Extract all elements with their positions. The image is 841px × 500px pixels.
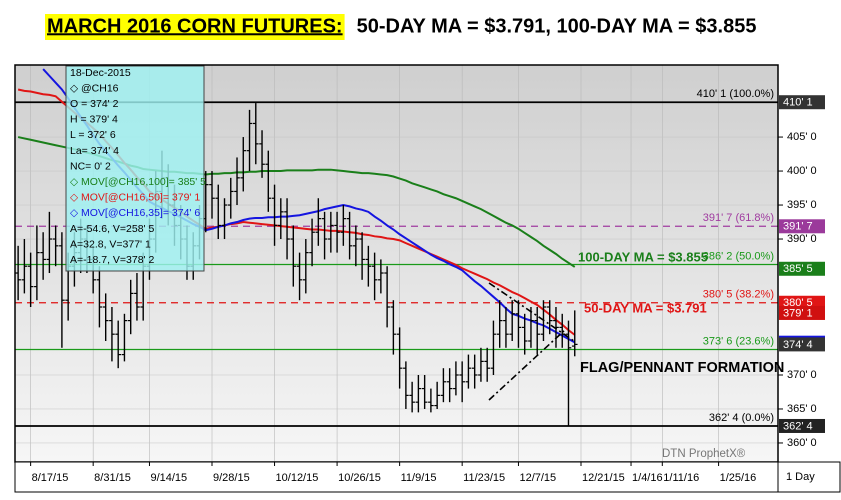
x-tick-label: 1/11/16 — [663, 472, 699, 484]
y-tick-label: 395' 0 — [787, 199, 817, 211]
x-tick-label: 10/12/15 — [276, 472, 319, 484]
level-label: 410' 1 (100.0%) — [697, 88, 774, 100]
info-line: 18-Dec-2015 — [70, 67, 131, 79]
info-line: H = 379' 4 — [70, 114, 118, 126]
level-label: 380' 5 (38.2%) — [703, 289, 774, 301]
x-tick-label: 11/9/15 — [401, 472, 437, 484]
price-marker — [779, 261, 825, 276]
info-line: A=32.8, V=377' 1 — [70, 238, 151, 250]
x-tick-label: 1/25/16 — [720, 472, 757, 484]
price-marker-label: 391' 7 — [783, 221, 813, 233]
y-tick-label: 370' 0 — [787, 369, 817, 381]
annotation: FLAG/PENNANT FORMATION — [580, 360, 784, 376]
interval-box — [777, 461, 841, 493]
info-line: ◇ MOV[@CH16,35]= 374' 6 — [70, 207, 200, 219]
y-tick-label: 360' 0 — [787, 437, 817, 449]
price-marker-label: 362' 4 — [783, 420, 813, 432]
level-label: 362' 4 (0.0%) — [709, 412, 774, 424]
title-text: 50-DAY MA = $3.791, 100-DAY MA = $3.855 — [357, 15, 757, 37]
price-marker — [779, 337, 825, 352]
x-tick-label: 11/23/15 — [463, 472, 505, 484]
x-tick-label: 1/4/16 — [632, 472, 663, 484]
y-tick-label: 390' 0 — [787, 233, 817, 245]
info-line: ◇ MOV[@CH16,100]= 385' 5 — [70, 176, 206, 188]
level-label: 373' 6 (23.6%) — [703, 335, 774, 347]
y-tick-label: 400' 0 — [787, 165, 817, 177]
x-tick-label: 8/31/15 — [94, 472, 131, 484]
info-line: ◇ @CH16 — [70, 82, 119, 94]
info-line: A=-54.6, V=258' 5 — [70, 223, 154, 235]
pennant-lower — [488, 328, 567, 401]
x-tick-label: 9/14/15 — [150, 472, 187, 484]
info-line: NC= 0' 2 — [70, 160, 111, 172]
x-tick-label: 10/26/15 — [338, 472, 381, 484]
level-label: 386' 2 (50.0%) — [703, 250, 774, 262]
price-marker-label: 379' 1 — [783, 307, 813, 319]
level-label: 391' 7 (61.8%) — [703, 212, 774, 224]
date-strip — [14, 461, 779, 493]
price-marker-label: 374' 4 — [783, 339, 813, 351]
x-tick-label: 8/17/15 — [32, 472, 69, 484]
info-box-background — [65, 65, 205, 272]
y-tick-label: 365' 0 — [787, 403, 817, 415]
info-line: La= 374' 4 — [70, 145, 119, 157]
pennant-upper — [488, 282, 575, 342]
axes: 8/17/15 8/31/15 9/14/15 9/28/15 10/12/15 10/2… — [30, 95, 825, 484]
price-marker — [779, 219, 825, 234]
x-tick-label: 9/28/15 — [213, 472, 250, 484]
pennant — [488, 282, 575, 401]
y-tick-label: 405' 0 — [787, 131, 817, 143]
info-box: 18-Dec-2015 ◇ @CH16 O = 374' 2 H = 379' 4 L … — [65, 65, 206, 272]
info-line: O = 374' 2 — [70, 98, 119, 110]
annotations: 410' 1 (100.0%) 391' 7 (61.8%) 386' 2 (50.… — [578, 88, 784, 460]
info-line: L = 372' 6 — [70, 129, 116, 141]
x-tick-label: 12/7/15 — [519, 472, 556, 484]
price-marker-label: 410' 1 — [783, 97, 813, 109]
price-marker — [779, 305, 825, 320]
watermark: DTN ProphetX® — [662, 448, 746, 460]
title-highlight-text: MARCH 2016 CORN FUTURES: — [47, 15, 343, 37]
price-marker-label: 385' 5 — [783, 263, 813, 275]
info-line: ◇ MOV[@CH16,50]= 379' 1 — [70, 192, 200, 204]
info-line: A=-18.7, V=378' 2 — [70, 254, 154, 266]
annotation: 50-DAY MA = $3.791 — [584, 300, 707, 315]
annotation: 100-DAY MA = $3.855 — [578, 249, 708, 264]
interval-label: 1 Day — [786, 471, 815, 483]
title-highlight — [45, 14, 345, 40]
price-marker — [779, 95, 825, 110]
price-marker — [779, 418, 825, 433]
x-tick-label: 12/21/15 — [582, 472, 625, 484]
